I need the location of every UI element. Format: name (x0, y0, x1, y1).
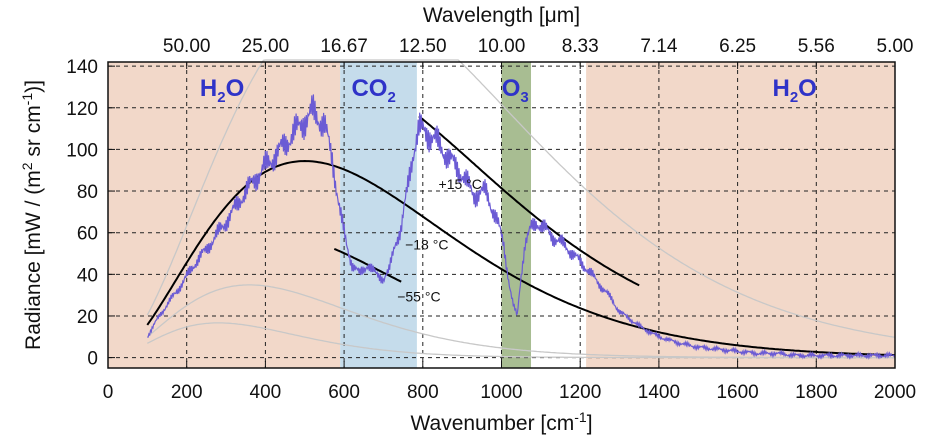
top-tick-label-1000: 10.00 (478, 36, 526, 57)
x-tick-label-0: 0 (103, 382, 114, 403)
top-tick-label-800: 12.50 (399, 36, 447, 57)
y-tick-label-100: 100 (66, 140, 98, 161)
top-tick-label-1200: 8.33 (562, 36, 599, 57)
x-tick-label-1200: 1200 (559, 382, 601, 403)
band-label-co2-1: CO2 (351, 75, 395, 106)
top-axis-title: Wavelength [μm] (423, 4, 580, 27)
top-tick-label-400: 25.00 (242, 36, 290, 57)
band-label-main: H (772, 75, 789, 102)
y-axis-title-a: Radiance [mW / (m (22, 170, 45, 350)
top-tick-label-1800: 5.56 (798, 36, 835, 57)
y-axis-title-c: )] (22, 80, 45, 93)
x-tick-label-1600: 1600 (716, 382, 758, 403)
top-tick-label-2000: 5.00 (877, 36, 914, 57)
y-tick-label-140: 140 (66, 57, 98, 78)
spectrum-line-0 (147, 94, 896, 360)
x-tick-label-800: 800 (407, 382, 439, 403)
y-tick-label-0: 0 (87, 349, 98, 370)
band-label-h2o-3: H2O (772, 75, 816, 106)
planck-curve-3 (146, 59, 896, 338)
top-tick-label-600: 16.67 (320, 36, 368, 57)
band-label-main: O (502, 75, 521, 102)
band-label-subscript: 2 (790, 89, 798, 106)
x-axis-title-main: Wavenumber [cm (410, 412, 574, 435)
band-label-main: H (200, 75, 217, 102)
x-axis-title-end: ] (587, 412, 593, 435)
band-h2o-3 (586, 62, 895, 368)
y-tick-label-40: 40 (77, 265, 98, 286)
x-tick-label-600: 600 (328, 382, 360, 403)
x-tick-label-400: 400 (250, 382, 282, 403)
y-tick-label-80: 80 (77, 182, 98, 203)
band-label-subscript: 3 (520, 89, 528, 106)
planck-curve-2 (333, 247, 402, 283)
band-label-subscript: 2 (217, 89, 225, 106)
x-tick-label-1400: 1400 (638, 382, 680, 403)
top-tick-label-1600: 6.25 (719, 36, 756, 57)
band-label-subscript: 2 (387, 89, 395, 106)
y-axis-title-sup2: -1 (19, 93, 35, 106)
temperature-label-0: +15 °C (439, 176, 482, 192)
y-tick-label-60: 60 (77, 224, 98, 245)
x-tick-label-2000: 2000 (874, 382, 916, 403)
band-label-tail: O (798, 75, 817, 102)
temperature-label-2: −55 °C (397, 288, 440, 304)
x-tick-label-200: 200 (171, 382, 203, 403)
band-label-h2o-0: H2O (200, 75, 244, 106)
absorption-bands-layer (108, 62, 895, 368)
band-label-tail: O (226, 75, 245, 102)
y-axis-title-sup1: 2 (19, 162, 35, 170)
ticks-layer (107, 62, 896, 368)
y-tick-label-20: 20 (77, 307, 98, 328)
y-axis-title: Radiance [mW / (m2 sr cm-1)] (19, 80, 45, 350)
band-label-main: CO (351, 75, 387, 102)
spectrum-series-layer (147, 94, 896, 360)
planck-curve-5 (147, 322, 895, 359)
planck-curve-0 (418, 115, 640, 287)
labels-layer: H2O CO2 O3 H2O+15 °C−18 °C−55 °C0 200 400 600 8… (19, 4, 916, 435)
x-tick-label-1800: 1800 (795, 382, 837, 403)
band-h2o-0 (108, 62, 341, 368)
temperature-label-1: −18 °C (405, 236, 448, 252)
x-axis-title: Wavenumber [cm-1] (410, 409, 592, 435)
band-label-o3-2: O3 (502, 75, 529, 106)
band-o3-2 (501, 62, 532, 368)
y-tick-label-120: 120 (66, 99, 98, 120)
top-tick-label-1400: 7.14 (640, 36, 677, 57)
x-axis-title-sup: -1 (574, 409, 587, 425)
x-tick-label-1000: 1000 (480, 382, 522, 403)
band-co2-1 (340, 62, 417, 368)
y-axis-title-b: sr cm (22, 105, 45, 162)
top-tick-label-200: 50.00 (163, 36, 211, 57)
